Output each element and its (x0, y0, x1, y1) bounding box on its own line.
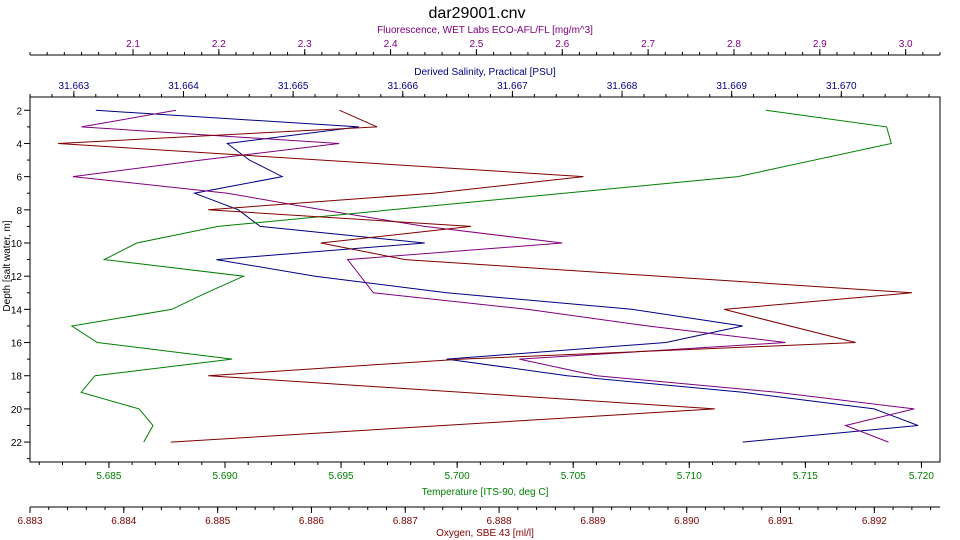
oxygen-tick-label: 6.886 (299, 516, 324, 527)
salinity-tick-label: 31.664 (168, 81, 199, 92)
temperature-tick-label: 5.715 (793, 471, 818, 482)
temperature-tick-label: 5.710 (677, 471, 702, 482)
temperature-tick-label: 5.700 (445, 471, 470, 482)
y-tick-label: 4 (16, 139, 22, 150)
y-tick-label: 12 (11, 272, 23, 283)
plot-area-border (29, 96, 941, 463)
temperature-tick-label: 5.705 (561, 471, 586, 482)
oxygen-tick-label: 6.892 (862, 516, 887, 527)
fluorescence-tick-label: 2.1 (126, 39, 140, 50)
temperature-tick-label: 5.685 (96, 471, 121, 482)
fluorescence-profile-line (72, 109, 915, 443)
salinity-axis-title: Derived Salinity, Practical [PSU] (414, 67, 556, 78)
y-axis-label: Depth [salt water, m] (2, 220, 13, 311)
chart-title: dar29001.cnv (429, 5, 526, 22)
y-tick-label: 2 (16, 106, 22, 117)
fluorescence-tick-label: 2.5 (469, 39, 483, 50)
oxygen-axis-title: Oxygen, SBE 43 [ml/l] (436, 528, 534, 539)
fluorescence-tick-label: 2.3 (298, 39, 312, 50)
salinity-tick-label: 31.665 (278, 81, 309, 92)
salinity-tick-label: 31.667 (497, 81, 528, 92)
y-tick-label: 10 (11, 239, 23, 250)
y-tick-label: 14 (11, 305, 23, 316)
fluorescence-tick-label: 2.7 (641, 39, 655, 50)
fluorescence-tick-label: 2.6 (555, 39, 569, 50)
oxygen-tick-label: 6.884 (111, 516, 136, 527)
temperature-tick-label: 5.695 (329, 471, 354, 482)
y-tick-label: 18 (11, 372, 23, 383)
y-tick-label: 16 (11, 339, 23, 350)
temperature-profile-line (70, 109, 892, 443)
oxygen-tick-label: 6.890 (674, 516, 699, 527)
series-layer (58, 109, 919, 443)
temperature-tick-label: 5.690 (212, 471, 237, 482)
salinity-tick-label: 31.663 (59, 81, 90, 92)
plot-frame (29, 96, 941, 463)
oxygen-tick-label: 6.887 (393, 516, 418, 527)
axes-layer: 2 4 6 8 10 12 14 16 18 20 22 2.1 2.2 2.3 2.4 2.5 2.6 2.7 2… (11, 25, 941, 539)
oxygen-tick-label: 6.889 (580, 516, 605, 527)
temperature-tick-label: 5.720 (909, 471, 934, 482)
fluorescence-tick-label: 2.8 (727, 39, 741, 50)
salinity-tick-label: 31.670 (826, 81, 857, 92)
oxygen-profile-line (58, 109, 912, 443)
fluorescence-axis-title: Fluorescence, WET Labs ECO-AFL/FL [mg/m^… (377, 25, 593, 36)
oxygen-tick-label: 6.891 (768, 516, 793, 527)
fluorescence-tick-label: 2.4 (384, 39, 398, 50)
fluorescence-tick-label: 2.9 (813, 39, 827, 50)
y-tick-label: 22 (11, 438, 23, 449)
fluorescence-tick-label: 3.0 (899, 39, 913, 50)
oxygen-tick-label: 6.888 (487, 516, 512, 527)
y-tick-label: 6 (16, 173, 22, 184)
oxygen-tick-label: 6.883 (17, 516, 42, 527)
fluorescence-tick-label: 2.2 (212, 39, 226, 50)
salinity-tick-label: 31.669 (716, 81, 747, 92)
y-tick-label: 8 (16, 206, 22, 217)
oxygen-tick-label: 6.885 (205, 516, 230, 527)
y-tick-label: 20 (11, 405, 23, 416)
temperature-axis-title: Temperature [ITS-90, deg C] (422, 487, 549, 498)
salinity-tick-label: 31.668 (607, 81, 638, 92)
salinity-profile-line (95, 109, 919, 443)
salinity-tick-label: 31.666 (387, 81, 418, 92)
